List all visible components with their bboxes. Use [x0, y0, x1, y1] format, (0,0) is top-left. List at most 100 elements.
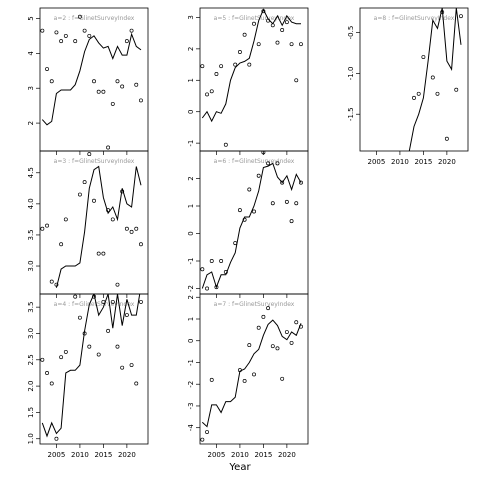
y-tick-label: 2	[187, 295, 195, 299]
y-tick-label: 4.0	[27, 198, 35, 209]
data-point	[416, 91, 421, 96]
data-point	[110, 217, 115, 222]
data-point	[49, 79, 54, 84]
data-point	[87, 33, 92, 38]
y-tick-label: 2	[187, 176, 195, 180]
y-tick-label: -1	[187, 140, 195, 147]
data-point	[299, 180, 303, 185]
plot-area	[200, 151, 303, 291]
data-point	[63, 349, 68, 354]
series-line	[55, 165, 142, 288]
x-tick-label: 2015	[414, 158, 432, 166]
y-tick-label: 0	[187, 231, 195, 235]
data-point	[256, 173, 261, 178]
plot-area	[200, 306, 303, 475]
y-tick-label: 0	[187, 109, 195, 113]
y-tick-label: 3.5	[27, 229, 35, 240]
data-point	[435, 91, 440, 96]
x-tick-label: 2020	[118, 451, 136, 459]
data-point	[284, 199, 289, 204]
y-tick-label: 1	[187, 78, 195, 82]
data-point	[233, 62, 238, 67]
data-point	[96, 251, 101, 256]
panel-frame	[39, 293, 149, 445]
panel-title: a=8 : f=GlinetSurveyIndex	[374, 15, 455, 22]
series-line	[201, 162, 302, 289]
data-point	[101, 299, 106, 304]
data-point	[242, 379, 247, 383]
y-tick-label: -2	[187, 381, 195, 388]
x-tick-label: 2010	[71, 451, 89, 459]
data-point	[440, 10, 445, 15]
y-tick-label: -0.5	[347, 26, 355, 40]
data-point	[280, 180, 285, 185]
data-point	[139, 98, 143, 103]
data-point	[45, 67, 49, 71]
x-axis-label: Year	[228, 462, 251, 473]
data-point	[200, 64, 205, 69]
data-point	[299, 42, 303, 47]
y-tick-label: 4.5	[27, 167, 35, 178]
series-line	[201, 8, 301, 123]
x-tick-label: 2010	[391, 158, 409, 166]
data-point	[49, 279, 54, 284]
panel-a4: a=4 : f=GlinetSurveyIndex 1.0 1.5 2.0 2.5 3.0…	[27, 293, 149, 459]
data-point	[237, 368, 242, 373]
data-point	[110, 299, 115, 304]
y-tick-label: 2	[187, 47, 195, 51]
data-point	[106, 208, 111, 213]
y-tick-label: 2.5	[27, 354, 35, 365]
panel-a2: a=2 : f=GlinetSurveyIndex 2 3 4 5	[27, 7, 149, 155]
data-point	[280, 28, 285, 32]
data-point	[237, 208, 242, 213]
data-point	[205, 92, 209, 97]
data-point	[275, 40, 280, 45]
y-tick-label: -1.5	[347, 107, 355, 121]
data-point	[233, 241, 238, 246]
y-tick-label: 1.0	[27, 433, 35, 444]
x-tick-label: 2010	[231, 451, 249, 459]
data-point	[129, 229, 134, 234]
data-point	[299, 324, 303, 329]
data-point	[284, 330, 289, 334]
data-point	[224, 472, 227, 475]
data-point	[289, 340, 294, 345]
data-point	[139, 299, 143, 304]
data-point	[101, 251, 106, 256]
data-point	[270, 201, 275, 206]
data-point	[223, 270, 228, 274]
panel-title: a=6 : f=GlinetSurveyIndex	[214, 158, 295, 165]
series-line	[408, 8, 462, 151]
data-point	[96, 89, 101, 94]
y-tick-label: 1.5	[27, 407, 35, 418]
plot-area	[200, 8, 303, 147]
y-tick-label: 3.5	[27, 302, 35, 313]
data-point	[430, 75, 435, 80]
panel-a7: a=7 : f=GlinetSurveyIndex -4 -3 -2 -1 0 1 2 2005…	[187, 293, 309, 475]
data-point	[256, 325, 261, 330]
panel-frame	[39, 150, 149, 295]
data-point	[421, 55, 426, 59]
series-line	[41, 32, 142, 126]
data-point	[270, 344, 275, 349]
data-point	[73, 39, 78, 44]
y-tick-label: 5	[27, 16, 35, 20]
data-point	[110, 101, 115, 106]
data-point	[242, 32, 247, 37]
y-tick-label: 3	[187, 15, 195, 19]
panel-a5: a=5 : f=GlinetSurveyIndex -1 0 1 2 3	[187, 7, 309, 155]
data-point	[73, 294, 78, 299]
data-point	[49, 381, 54, 386]
data-point	[242, 217, 247, 222]
data-point	[134, 226, 139, 231]
data-point	[124, 226, 129, 231]
data-point	[247, 187, 252, 192]
data-point	[40, 28, 45, 33]
data-point	[45, 223, 49, 228]
data-point	[284, 20, 289, 25]
plot-area	[40, 152, 143, 288]
data-point	[252, 21, 256, 26]
y-tick-label: 2	[27, 121, 35, 125]
x-tick-label: 2005	[48, 451, 66, 459]
x-tick-label: 2020	[438, 158, 456, 166]
